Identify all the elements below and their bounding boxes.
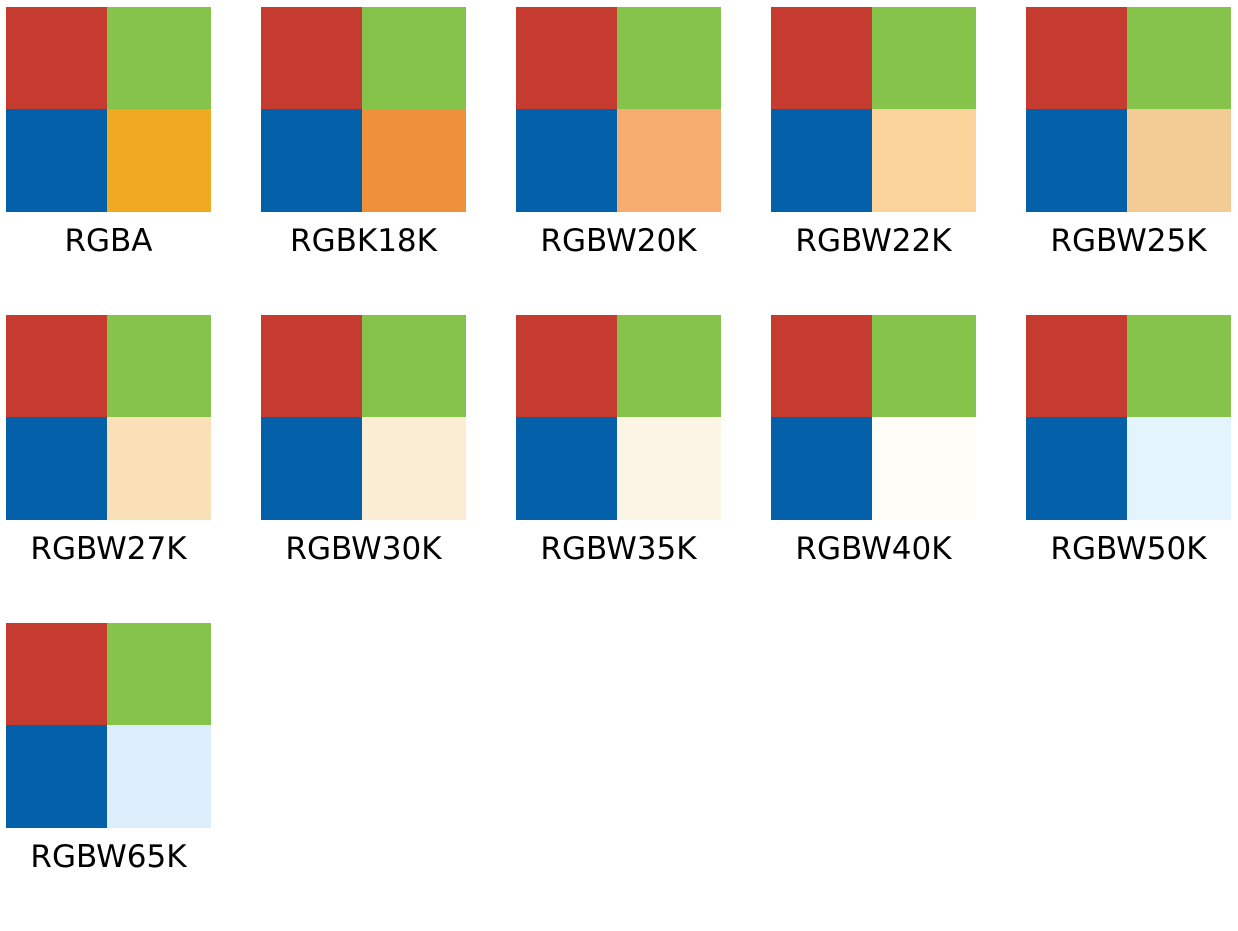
swatch-label: RGBK18K (290, 223, 437, 259)
fourth-color-quadrant (107, 109, 211, 212)
fourth-color-quadrant (872, 109, 976, 212)
swatch-card: RGBW27K (6, 315, 211, 623)
swatch-grid: RGBA RGBK18K RGBW20K RGBW22K RGBW25K RGBW27K R… (6, 7, 1231, 931)
red-quadrant (771, 315, 872, 417)
color-swatch (6, 315, 211, 520)
green-quadrant (107, 315, 211, 417)
swatch-label: RGBW35K (540, 531, 697, 567)
color-swatch (1026, 7, 1231, 212)
blue-quadrant (1026, 417, 1127, 520)
blue-quadrant (771, 417, 872, 520)
blue-quadrant (6, 725, 107, 828)
color-swatch (6, 7, 211, 212)
green-quadrant (107, 7, 211, 109)
red-quadrant (771, 7, 872, 109)
red-quadrant (1026, 315, 1127, 417)
green-quadrant (872, 7, 976, 109)
blue-quadrant (516, 109, 617, 212)
swatch-label: RGBW50K (1050, 531, 1207, 567)
swatch-card: RGBW25K (1026, 7, 1231, 315)
red-quadrant (1026, 7, 1127, 109)
swatch-label: RGBA (64, 223, 153, 259)
color-swatch (261, 315, 466, 520)
swatch-card: RGBW22K (771, 7, 976, 315)
green-quadrant (1127, 315, 1231, 417)
red-quadrant (516, 315, 617, 417)
color-swatch (1026, 315, 1231, 520)
blue-quadrant (1026, 109, 1127, 212)
swatch-card: RGBW65K (6, 623, 211, 931)
swatch-label: RGBW22K (795, 223, 952, 259)
blue-quadrant (6, 109, 107, 212)
swatch-label: RGBW27K (30, 531, 187, 567)
blue-quadrant (261, 417, 362, 520)
swatch-card: RGBW35K (516, 315, 721, 623)
swatch-card: RGBW50K (1026, 315, 1231, 623)
color-swatch (771, 7, 976, 212)
green-quadrant (107, 623, 211, 725)
blue-quadrant (516, 417, 617, 520)
fourth-color-quadrant (617, 109, 721, 212)
fourth-color-quadrant (107, 417, 211, 520)
color-swatch (261, 7, 466, 212)
fourth-color-quadrant (362, 109, 466, 212)
fourth-color-quadrant (1127, 109, 1231, 212)
fourth-color-quadrant (107, 725, 211, 828)
swatch-label: RGBW65K (30, 839, 187, 875)
fourth-color-quadrant (362, 417, 466, 520)
fourth-color-quadrant (872, 417, 976, 520)
red-quadrant (261, 7, 362, 109)
green-quadrant (617, 315, 721, 417)
fourth-color-quadrant (1127, 417, 1231, 520)
color-swatch (771, 315, 976, 520)
swatch-label: RGBW40K (795, 531, 952, 567)
red-quadrant (6, 7, 107, 109)
red-quadrant (516, 7, 617, 109)
swatch-card: RGBW30K (261, 315, 466, 623)
red-quadrant (6, 623, 107, 725)
blue-quadrant (771, 109, 872, 212)
blue-quadrant (261, 109, 362, 212)
red-quadrant (261, 315, 362, 417)
green-quadrant (617, 7, 721, 109)
swatch-label: RGBW20K (540, 223, 697, 259)
color-swatch (516, 315, 721, 520)
swatch-label: RGBW30K (285, 531, 442, 567)
swatch-label: RGBW25K (1050, 223, 1207, 259)
swatch-card: RGBA (6, 7, 211, 315)
swatch-card: RGBW20K (516, 7, 721, 315)
color-swatch (516, 7, 721, 212)
color-swatch (6, 623, 211, 828)
green-quadrant (1127, 7, 1231, 109)
green-quadrant (362, 7, 466, 109)
fourth-color-quadrant (617, 417, 721, 520)
blue-quadrant (6, 417, 107, 520)
swatch-card: RGBK18K (261, 7, 466, 315)
red-quadrant (6, 315, 107, 417)
green-quadrant (362, 315, 466, 417)
swatch-card: RGBW40K (771, 315, 976, 623)
green-quadrant (872, 315, 976, 417)
